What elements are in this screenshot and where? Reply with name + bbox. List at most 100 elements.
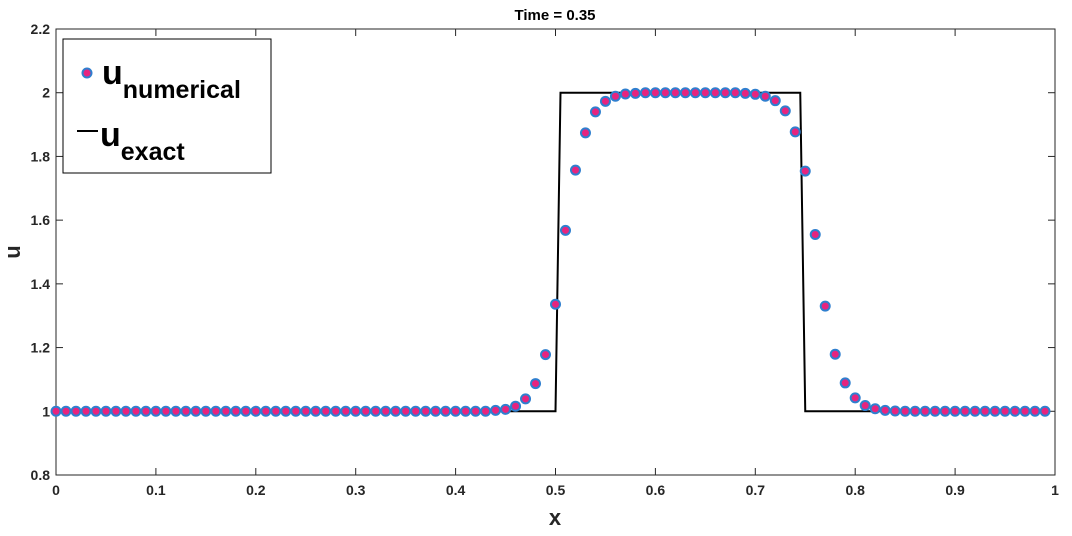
numerical-point xyxy=(849,392,861,404)
numerical-point xyxy=(380,405,392,417)
numerical-point xyxy=(450,405,462,417)
x-axis-ticks: 0 0.1 0.2 0.3 0.4 0.5 0.6 0.7 0.8 0.9 1 xyxy=(52,29,1059,498)
numerical-point xyxy=(639,87,651,99)
numerical-point xyxy=(869,403,881,415)
numerical-point xyxy=(1039,405,1051,417)
y-tick-label: 1.4 xyxy=(31,276,51,292)
numerical-point xyxy=(290,405,302,417)
numerical-point xyxy=(919,405,931,417)
y-tick-label: 0.8 xyxy=(31,467,51,483)
x-tick-label: 0.7 xyxy=(746,482,766,498)
numerical-point xyxy=(629,87,641,99)
numerical-point xyxy=(70,405,82,417)
numerical-point xyxy=(829,348,841,360)
numerical-point xyxy=(589,106,601,118)
x-tick-label: 0.2 xyxy=(246,482,266,498)
numerical-point xyxy=(909,405,921,417)
x-tick-label: 0.8 xyxy=(845,482,865,498)
chart-title: Time = 0.35 xyxy=(514,7,595,24)
numerical-point xyxy=(300,405,312,417)
numerical-point xyxy=(310,405,322,417)
numerical-point xyxy=(340,405,352,417)
numerical-point xyxy=(579,127,591,139)
numerical-point xyxy=(649,87,661,99)
numerical-point xyxy=(230,405,242,417)
numerical-point xyxy=(420,405,432,417)
numerical-point xyxy=(200,405,212,417)
numerical-point xyxy=(989,405,1001,417)
numerical-point xyxy=(100,405,112,417)
x-tick-label: 0.1 xyxy=(146,482,166,498)
numerical-point xyxy=(599,95,611,107)
x-axis-label: x xyxy=(549,505,562,530)
numerical-point xyxy=(110,405,122,417)
numerical-point xyxy=(569,164,581,176)
numerical-point xyxy=(540,349,552,361)
numerical-point xyxy=(679,87,691,99)
numerical-point xyxy=(60,405,72,417)
legend-box xyxy=(62,38,272,174)
y-tick-label: 1.8 xyxy=(31,148,51,164)
numerical-point xyxy=(789,126,801,138)
numerical-point xyxy=(999,405,1011,417)
numerical-point xyxy=(470,405,482,417)
numerical-point xyxy=(729,87,741,99)
numerical-point xyxy=(619,88,631,100)
legend-marker-numerical xyxy=(81,67,93,79)
y-tick-label: 1 xyxy=(42,403,50,419)
numerical-point xyxy=(739,87,751,99)
numerical-point xyxy=(370,405,382,417)
numerical-point xyxy=(270,405,282,417)
numerical-point xyxy=(699,87,711,99)
numerical-point xyxy=(130,405,142,417)
numerical-point xyxy=(260,405,272,417)
numerical-point xyxy=(1019,405,1031,417)
numerical-point xyxy=(440,405,452,417)
numerical-point xyxy=(819,300,831,312)
numerical-point xyxy=(709,87,721,99)
numerical-point xyxy=(140,405,152,417)
numerical-point xyxy=(939,405,951,417)
x-tick-label: 1 xyxy=(1051,482,1059,498)
numerical-point xyxy=(520,393,532,405)
numerical-point xyxy=(430,405,442,417)
numerical-point xyxy=(949,405,961,417)
numerical-point xyxy=(779,105,791,117)
numerical-point xyxy=(210,405,222,417)
numerical-point xyxy=(460,405,472,417)
numerical-point xyxy=(530,378,542,390)
numerical-point xyxy=(80,405,92,417)
legend-label-exact: uexact xyxy=(100,116,185,166)
numerical-point xyxy=(220,405,232,417)
numerical-point xyxy=(749,88,761,100)
numerical-point xyxy=(550,298,561,310)
numerical-point xyxy=(240,405,252,417)
numerical-point xyxy=(959,405,971,417)
numerical-point xyxy=(609,90,621,102)
numerical-point xyxy=(879,404,891,416)
x-tick-label: 0.3 xyxy=(346,482,366,498)
numerical-point xyxy=(889,405,901,417)
numerical-point xyxy=(250,405,262,417)
numerical-point xyxy=(659,87,671,99)
numerical-point xyxy=(799,165,811,177)
numerical-point xyxy=(1009,405,1021,417)
numerical-point xyxy=(390,405,402,417)
y-tick-label: 2 xyxy=(42,85,50,101)
y-axis-label: u xyxy=(0,245,25,258)
numerical-point xyxy=(90,405,102,417)
numerical-point xyxy=(689,87,701,99)
x-tick-label: 0.4 xyxy=(446,482,466,498)
numerical-point xyxy=(719,87,731,99)
numerical-point xyxy=(50,405,62,417)
y-axis-ticks: 0.8 1 1.2 1.4 1.6 1.8 2 2.2 xyxy=(31,21,1055,483)
numerical-point xyxy=(190,405,202,417)
y-tick-label: 1.6 xyxy=(31,212,51,228)
x-tick-label: 0.9 xyxy=(945,482,965,498)
numerical-point xyxy=(1029,405,1041,417)
numerical-point xyxy=(809,228,821,240)
y-tick-label: 1.2 xyxy=(31,340,51,356)
numerical-point xyxy=(320,405,332,417)
numerical-point xyxy=(929,405,941,417)
numerical-point xyxy=(669,87,681,99)
